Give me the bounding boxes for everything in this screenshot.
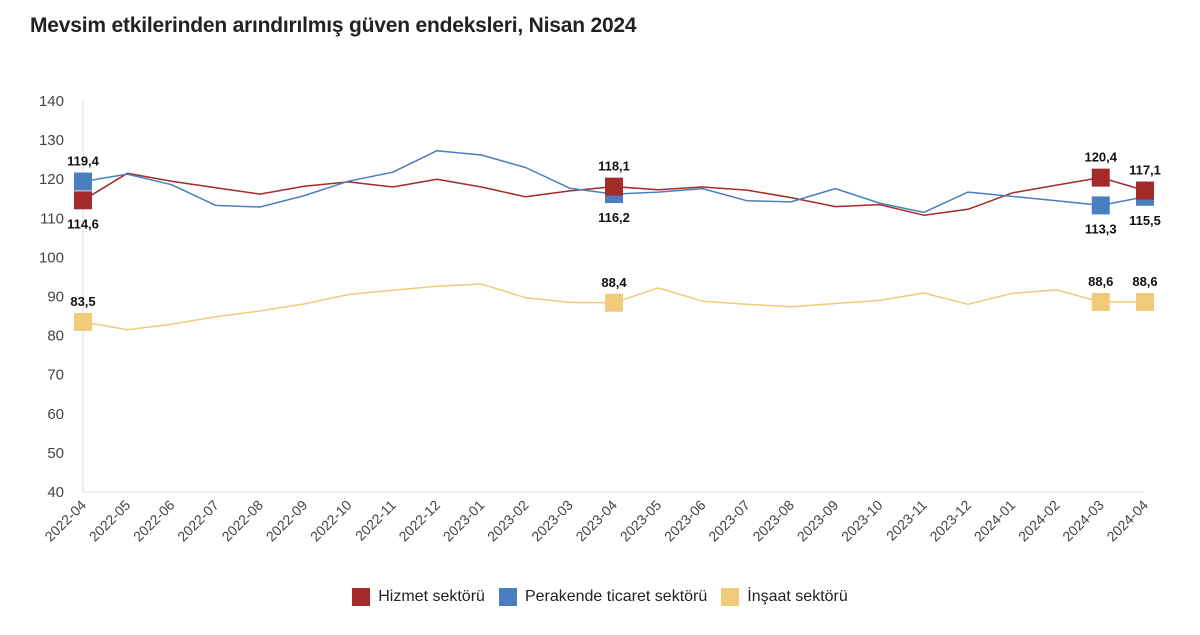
data-label-2: 88,4 bbox=[601, 275, 627, 290]
data-labels: 114,6 118,1 120,4 117,1 119,4 116,2 113,3 115,5… bbox=[67, 150, 1161, 309]
legend-item-insaat[interactable]: İnşaat sektörü bbox=[721, 588, 848, 606]
y-tick-label: 110 bbox=[40, 210, 64, 227]
x-tick-label: 2023-10 bbox=[838, 497, 886, 545]
x-tick-label: 2022-08 bbox=[218, 497, 266, 545]
x-tick-label: 2022-10 bbox=[307, 497, 355, 545]
x-tick-label: 2023-05 bbox=[617, 497, 665, 545]
y-tick-label: 100 bbox=[39, 249, 64, 266]
x-tick-label: 2023-12 bbox=[926, 497, 974, 545]
x-tick-label: 2022-06 bbox=[130, 497, 178, 545]
data-label-0: 118,1 bbox=[598, 159, 630, 174]
y-tick-label: 90 bbox=[47, 289, 64, 306]
x-tick-label: 2023-06 bbox=[661, 497, 709, 545]
legend-item-perakende[interactable]: Perakende ticaret sektörü bbox=[498, 588, 708, 606]
x-tick-label: 2022-11 bbox=[352, 497, 399, 544]
x-tick-label: 2022-09 bbox=[263, 497, 311, 545]
x-tick-label: 2023-07 bbox=[705, 497, 753, 545]
x-tick-label: 2023-08 bbox=[749, 497, 797, 545]
series-marker-2 bbox=[1136, 292, 1154, 311]
x-tick-label: 2022-05 bbox=[86, 497, 134, 545]
x-tick-label: 2022-07 bbox=[174, 497, 222, 545]
legend-swatch-hizmet bbox=[352, 588, 371, 606]
x-tick-label: 2024-04 bbox=[1103, 497, 1151, 545]
data-label-1: 119,4 bbox=[67, 154, 100, 169]
series-marker-0 bbox=[1091, 168, 1110, 187]
x-tick-label: 2022-04 bbox=[41, 497, 89, 545]
legend-label-insaat: İnşaat sektörü bbox=[747, 588, 848, 605]
data-label-1: 113,3 bbox=[1085, 221, 1117, 236]
y-tick-label: 80 bbox=[47, 328, 64, 345]
series-marker-0 bbox=[1136, 181, 1154, 200]
x-tick-label: 2024-03 bbox=[1059, 497, 1107, 545]
legend-swatch-insaat bbox=[721, 588, 740, 606]
x-tick-label: 2023-11 bbox=[883, 497, 930, 544]
data-label-2: 88,6 bbox=[1132, 274, 1157, 289]
legend: Hizmet sektörü Perakende ticaret sektörü… bbox=[0, 588, 1200, 606]
x-tick-label: 2024-02 bbox=[1015, 497, 1063, 545]
y-tick-label: 130 bbox=[39, 132, 64, 149]
x-tick-label: 2023-04 bbox=[572, 497, 620, 545]
y-tick-label: 120 bbox=[39, 171, 64, 188]
series-marker-2 bbox=[74, 312, 92, 331]
y-tick-label: 40 bbox=[47, 484, 64, 501]
legend-item-hizmet[interactable]: Hizmet sektörü bbox=[352, 588, 485, 606]
legend-swatch-perakende bbox=[498, 588, 517, 606]
series-marker-0 bbox=[74, 191, 92, 210]
series-marker-1 bbox=[74, 172, 92, 191]
y-tick-label: 50 bbox=[47, 445, 64, 462]
legend-label-perakende: Perakende ticaret sektörü bbox=[524, 588, 708, 605]
x-tick-label: 2023-03 bbox=[528, 497, 576, 545]
series-markers bbox=[74, 168, 1154, 331]
data-label-1: 116,2 bbox=[598, 210, 630, 225]
x-tick-label: 2023-09 bbox=[794, 497, 842, 545]
series-marker-1 bbox=[1091, 196, 1110, 215]
y-tick-label: 70 bbox=[47, 367, 64, 384]
data-label-1: 115,5 bbox=[1129, 213, 1161, 228]
x-tick-label: 2022-12 bbox=[395, 497, 443, 545]
series-marker-2 bbox=[1091, 292, 1110, 311]
data-label-2: 88,6 bbox=[1088, 274, 1113, 289]
series-marker-2 bbox=[605, 293, 623, 312]
x-tick-label: 2023-02 bbox=[484, 497, 532, 545]
legend-label-hizmet: Hizmet sektörü bbox=[378, 588, 485, 605]
x-tick-label: 2024-01 bbox=[971, 497, 1019, 545]
series-marker-0 bbox=[605, 177, 623, 196]
data-label-2: 83,5 bbox=[70, 294, 95, 309]
x-tick-label: 2023-01 bbox=[440, 497, 488, 545]
chart-title: Mevsim etkilerinden arındırılmış güven e… bbox=[30, 14, 637, 37]
data-label-0: 117,1 bbox=[1129, 163, 1161, 178]
data-label-0: 120,4 bbox=[1084, 150, 1117, 165]
data-label-0: 114,6 bbox=[67, 216, 99, 231]
y-tick-label: 140 bbox=[39, 93, 64, 110]
y-tick-label: 60 bbox=[47, 406, 64, 423]
